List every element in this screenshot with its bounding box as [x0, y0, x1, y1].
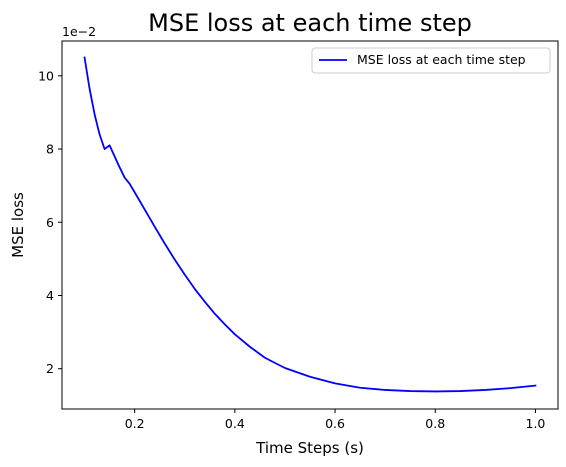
x-tick-label: 1.0 — [526, 416, 546, 431]
y-offset-label: 1e−2 — [62, 24, 96, 39]
x-tick-label: 0.8 — [425, 416, 445, 431]
y-tick-label: 8 — [46, 142, 54, 157]
x-axis-label: Time Steps (s) — [255, 439, 364, 457]
series-line — [83, 56, 537, 393]
legend-box — [311, 47, 551, 74]
x-tick-label: 0.2 — [125, 416, 145, 431]
x-axis-ticks: 0.2 0.4 0.6 0.8 1.0 — [125, 409, 546, 431]
chart-title: MSE loss at each time step — [148, 9, 472, 37]
y-axis-ticks: 2 4 6 8 10 — [38, 68, 62, 376]
series-layer — [83, 56, 537, 393]
legend-label: MSE loss at each time step — [357, 52, 526, 67]
x-tick-label: 0.6 — [325, 416, 345, 431]
legend: MSE loss at each time step — [311, 47, 551, 74]
y-axis-label: MSE loss — [9, 192, 27, 258]
plot-area — [62, 41, 558, 409]
plot-frame — [61, 40, 559, 410]
y-tick-label: 2 — [46, 361, 54, 376]
y-tick-label: 6 — [46, 215, 54, 230]
y-tick-label: 4 — [46, 288, 54, 303]
x-tick-label: 0.4 — [225, 416, 245, 431]
y-tick-label: 10 — [38, 68, 54, 83]
